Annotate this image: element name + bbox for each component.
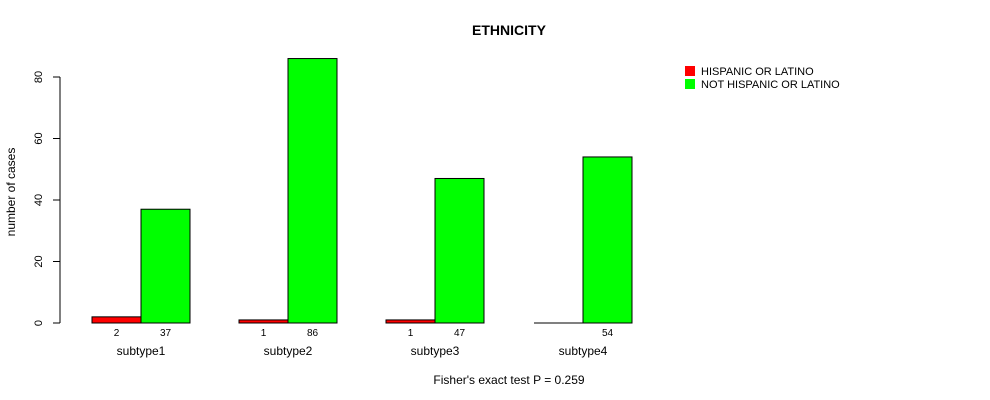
bar-subtype4-not-hispanic (582, 156, 633, 324)
bar-count-label: 54 (602, 328, 614, 339)
y-tick-label: 20 (33, 255, 45, 267)
bar-subtype3-not-hispanic (434, 177, 485, 324)
bar-subtype3-hispanic (385, 319, 436, 324)
x-axis-labels: subtype1 subtype2 subtype3 subtype4 (117, 344, 608, 358)
bar-count-label: 1 (261, 328, 267, 339)
legend-label: NOT HISPANIC OR LATINO (701, 79, 840, 91)
y-tick-label: 40 (33, 194, 45, 206)
bar-count-label: 37 (160, 328, 172, 339)
y-tick-label: 60 (33, 132, 45, 144)
bar-count-label: 86 (307, 328, 319, 339)
y-tick-label: 80 (33, 71, 45, 83)
legend-swatch (685, 66, 695, 76)
bar-subtype2-not-hispanic (287, 58, 338, 324)
bar-count-label: 2 (114, 328, 120, 339)
count-labels: 2 37 1 86 1 47 54 (114, 328, 614, 339)
bar-count-label: 47 (454, 328, 466, 339)
x-category-label: subtype1 (117, 344, 166, 358)
y-axis-label: number of cases (4, 148, 18, 237)
legend-swatch (685, 79, 695, 89)
x-category-label: subtype2 (264, 344, 313, 358)
bar-count-label: 1 (408, 328, 414, 339)
y-tick-label: 0 (33, 320, 45, 326)
legend-label: HISPANIC OR LATINO (701, 66, 814, 78)
bar-subtype2-hispanic (238, 319, 289, 324)
chart-title: ETHNICITY (472, 22, 547, 38)
bars (91, 58, 633, 324)
bar-subtype1-hispanic (91, 316, 142, 324)
x-category-label: subtype4 (559, 344, 608, 358)
fisher-test-note: Fisher's exact test P = 0.259 (433, 373, 584, 387)
y-axis-ticks: 0 20 40 60 80 (33, 71, 60, 326)
bar-subtype1-not-hispanic (140, 208, 191, 324)
x-category-label: subtype3 (411, 344, 460, 358)
